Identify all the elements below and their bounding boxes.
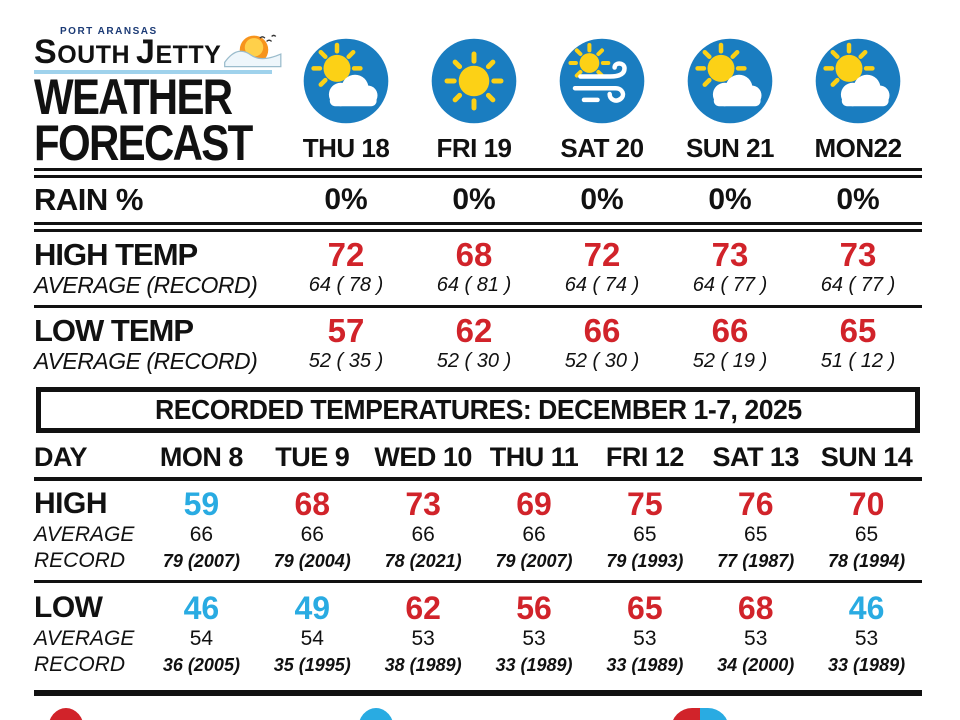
recorded-low-cell: 56 53 33 (1989)	[495, 590, 573, 675]
high-temp-label: HIGH TEMP	[34, 237, 198, 272]
rain-value: 0%	[836, 183, 880, 216]
header: PORT ARANSAS SOUTH JETTY WEATHER FORECAST	[34, 10, 922, 171]
divider	[34, 168, 922, 178]
rain-value: 0%	[580, 183, 624, 216]
high-temp-cell: 68 64 ( 81 )	[436, 236, 512, 297]
forecast-day-4: MON22	[794, 36, 922, 166]
sun-icon	[431, 38, 517, 124]
legend: ABOVE-AVERAGE TEMP BELOW-AVERAGE TEMP RE…	[34, 690, 939, 720]
recorded-low-cell: 65 53 33 (1989)	[606, 590, 684, 675]
recorded-low-labels: LOW AVERAGE RECORD	[34, 591, 135, 676]
forecast-day-1: FRI 19	[410, 36, 538, 166]
forecast-day-3: SUN 21	[666, 36, 794, 166]
high-temp-cell: 73 64 ( 77 )	[692, 236, 768, 297]
low-temp-cell: 66 52 ( 19 )	[692, 312, 768, 373]
wind-sun-icon	[559, 38, 645, 124]
recorded-high-cell: 73 66 78 (2021)	[384, 486, 462, 571]
legend-above-average: ABOVE-AVERAGE TEMP	[48, 708, 358, 720]
recorded-high-cell: 59 66 79 (2007)	[162, 486, 240, 571]
low-temp-row: LOW TEMP AVERAGE (RECORD) 57 52 ( 35 ) 62…	[34, 310, 922, 379]
recorded-low-cell: 46 53 33 (1989)	[828, 590, 906, 675]
low-temp-label-block: LOW TEMP AVERAGE (RECORD)	[34, 313, 282, 375]
avg-record-label: AVERAGE (RECORD)	[34, 272, 258, 298]
page-title-line1: WEATHER	[34, 69, 233, 125]
rain-value: 0%	[324, 183, 368, 216]
recorded-high-cell: 70 65 78 (1994)	[828, 486, 906, 571]
high-temp-cell: 73 64 ( 77 )	[820, 236, 896, 297]
high-temp-row: HIGH TEMP AVERAGE (RECORD) 72 64 ( 78 ) 6…	[34, 234, 922, 303]
recorded-day-label: MON 8	[159, 442, 244, 472]
recorded-low-cell: 46 54 36 (2005)	[162, 590, 240, 675]
recorded-high-cell: 68 66 79 (2004)	[273, 486, 351, 571]
low-temp-cell: 62 52 ( 30 )	[436, 312, 512, 373]
recorded-high-labels: HIGH AVERAGE RECORD	[34, 487, 135, 572]
forecast-day-0: THU 18	[282, 36, 410, 166]
day-label: THU 18	[302, 133, 390, 163]
logo-underline	[34, 70, 272, 74]
low-temp-label: LOW TEMP	[34, 313, 194, 348]
forecast-day-2: SAT 20	[538, 36, 666, 166]
recorded-high-cell: 76 65 77 (1987)	[717, 486, 795, 571]
recorded-day-label: FRI 12	[605, 442, 685, 472]
recorded-high-cell: 69 66 79 (2007)	[495, 486, 573, 571]
divider	[34, 580, 922, 583]
high-temp-cell: 72 64 ( 78 )	[308, 236, 384, 297]
red-blue-pill-icon	[670, 708, 729, 720]
recorded-day-header-row: DAY MON 8 TUE 9 WED 10 THU 11 FRI 12 SAT…	[34, 437, 922, 481]
logo-name-text: SOUTH JETTY	[34, 33, 222, 72]
masthead: PORT ARANSAS SOUTH JETTY WEATHER FORECAST	[34, 26, 282, 171]
recorded-low-cell: 62 53 38 (1989)	[384, 590, 462, 675]
logo-sunrise-icon	[224, 34, 282, 68]
rain-row: RAIN % 0% 0% 0% 0% 0%	[34, 180, 922, 220]
recorded-day-label: WED 10	[374, 442, 472, 472]
recorded-day-label: SAT 13	[712, 442, 799, 472]
recorded-high-block: HIGH AVERAGE RECORD 59 66 79 (2007) 68 66 79…	[34, 481, 922, 578]
blue-dot-icon	[357, 708, 394, 720]
legend-record-high-low: RECORD HIGH/LOW	[670, 708, 956, 720]
page-title-line2: FORECAST	[34, 115, 253, 171]
recorded-low-cell: 49 54 35 (1995)	[273, 590, 351, 675]
day-label: SAT 20	[560, 133, 644, 163]
avg-record-label: AVERAGE (RECORD)	[34, 348, 258, 374]
day-label: SUN 21	[685, 133, 775, 163]
recorded-low-cell: 68 53 34 (2000)	[717, 590, 795, 675]
high-temp-cell: 72 64 ( 74 )	[564, 236, 640, 297]
rain-value: 0%	[452, 183, 496, 216]
low-temp-cell: 66 52 ( 30 )	[564, 312, 640, 373]
sun-cloud-icon	[815, 38, 901, 124]
rain-value: 0%	[708, 183, 752, 216]
rain-row-label: RAIN %	[34, 182, 143, 217]
low-temp-cell: 65 51 ( 12 )	[820, 312, 896, 373]
recorded-day-label: TUE 9	[275, 442, 350, 472]
sun-cloud-icon	[687, 38, 773, 124]
recorded-low-block: LOW AVERAGE RECORD 46 54 36 (2005) 49 54 35 …	[34, 585, 922, 682]
low-temp-cell: 57 52 ( 35 )	[308, 312, 384, 373]
day-label: MON22	[814, 133, 902, 163]
recorded-high-cell: 75 65 79 (1993)	[606, 486, 684, 571]
divider	[34, 222, 922, 232]
day-label: FRI 19	[436, 133, 512, 163]
legend-below-average: BELOW-AVERAGE TEMP	[357, 708, 671, 720]
recorded-temps-header: RECORDED TEMPERATURES: DECEMBER 1-7, 202…	[36, 387, 920, 433]
divider	[34, 305, 922, 308]
recorded-day-label: SUN 14	[820, 442, 913, 472]
sun-cloud-icon	[303, 38, 389, 124]
day-column-label: DAY	[34, 442, 88, 472]
high-temp-label-block: HIGH TEMP AVERAGE (RECORD)	[34, 237, 282, 299]
red-dot-icon	[48, 708, 84, 720]
recorded-day-label: THU 11	[489, 442, 579, 472]
logo-city-text: PORT ARANSAS	[60, 26, 158, 38]
